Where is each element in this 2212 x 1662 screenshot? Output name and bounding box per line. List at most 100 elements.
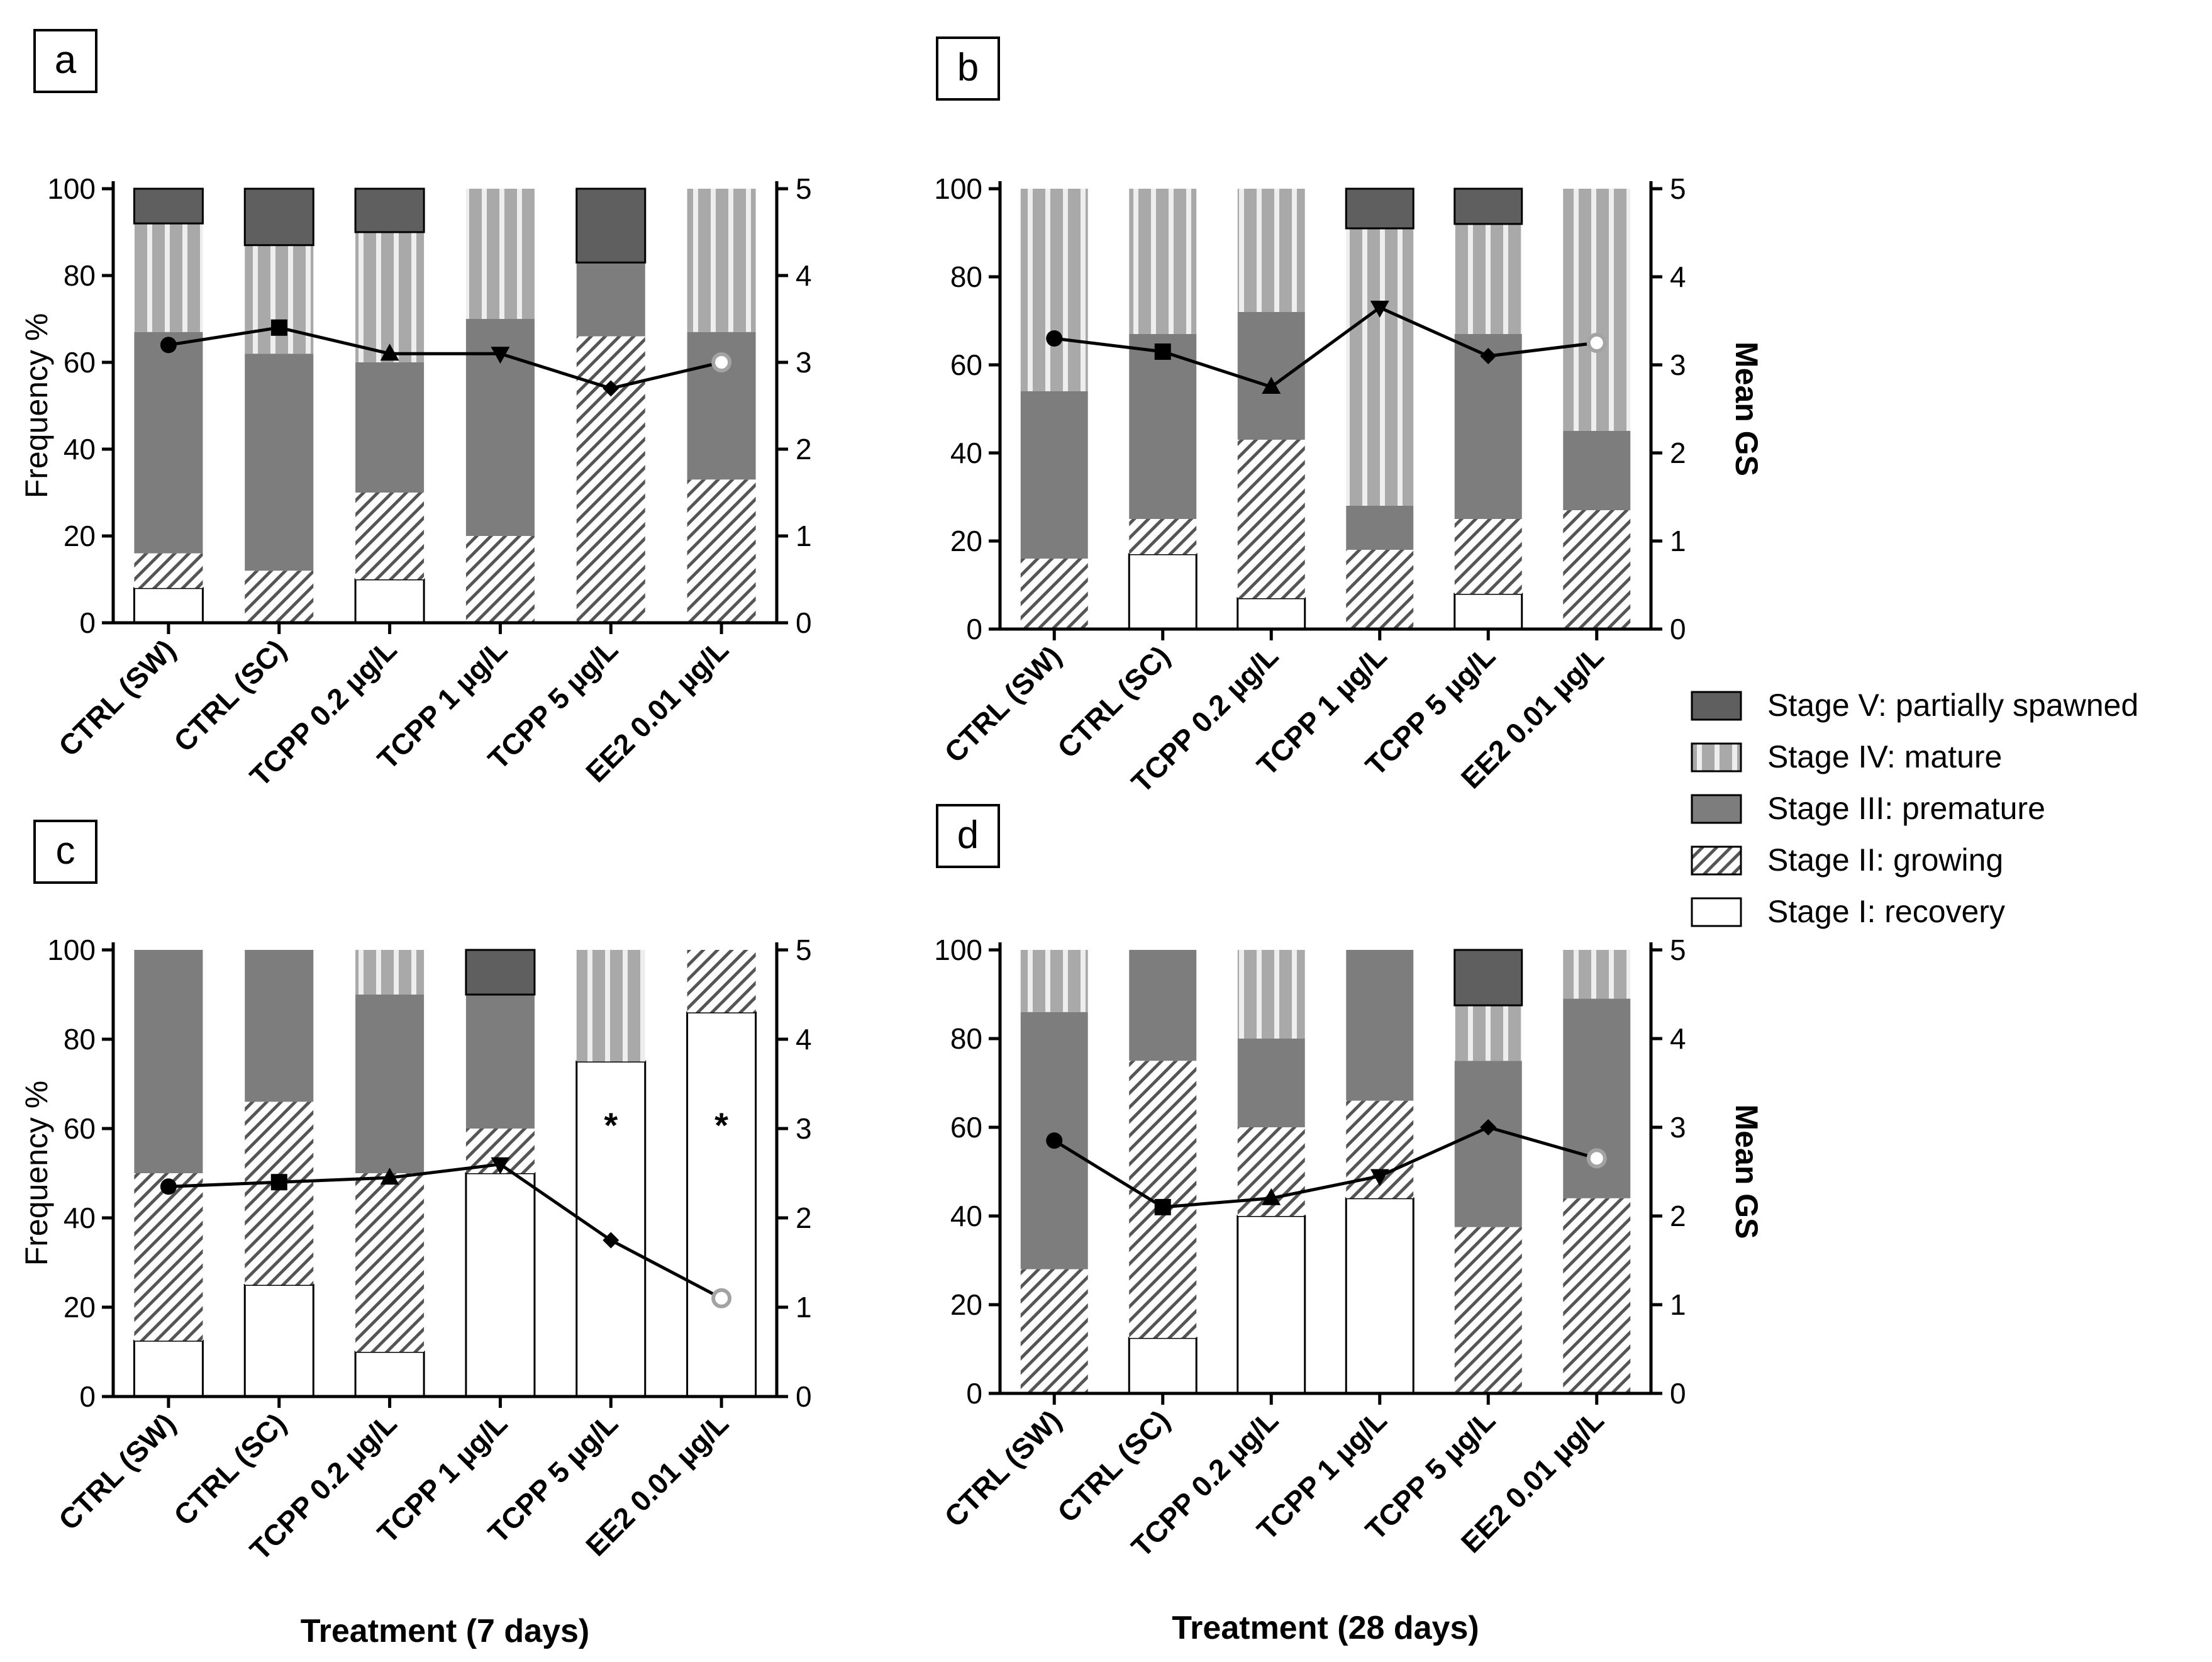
mean-gs-line bbox=[168, 1163, 723, 1300]
y2-tick-label: 5 bbox=[796, 172, 812, 205]
bar-segment-stage-ii bbox=[245, 1101, 314, 1285]
mean-gs-marker bbox=[380, 1168, 399, 1185]
y-tick-label: 80 bbox=[950, 260, 982, 293]
bar-segment-stage-ii bbox=[1454, 519, 1522, 594]
bar-segment-stage-iii bbox=[1346, 950, 1414, 1101]
bar-segment-stage-iii bbox=[1237, 1039, 1305, 1127]
bar-segment-stage-i bbox=[1237, 597, 1306, 630]
y2-tick-label: 4 bbox=[796, 1023, 812, 1056]
mean-gs-marker bbox=[603, 380, 620, 397]
legend-swatch-stage-v bbox=[1691, 691, 1742, 721]
bar-segment-stage-ii bbox=[355, 1173, 425, 1352]
bar-segment-stage-iv bbox=[1563, 189, 1631, 431]
y2-tick-label: 0 bbox=[796, 606, 812, 639]
significance-star: * bbox=[604, 1105, 618, 1145]
bar-segment-stage-iii bbox=[1020, 391, 1088, 559]
bar-segment-stage-i bbox=[133, 587, 204, 624]
y2-tick-label: 0 bbox=[1670, 613, 1686, 645]
bar-segment-stage-i bbox=[1453, 593, 1523, 630]
legend-label: Stage IV: mature bbox=[1767, 739, 2002, 774]
x-tick-label: CTRL (SW) bbox=[52, 633, 182, 762]
y2-tick-label: 0 bbox=[796, 1380, 812, 1413]
bar-segment-stage-i bbox=[1128, 1337, 1198, 1395]
y2-tick-label: 2 bbox=[1670, 1200, 1686, 1232]
bar-segment-stage-iii bbox=[465, 995, 535, 1129]
bar-segment-stage-iv bbox=[1020, 189, 1088, 391]
mean-gs-marker bbox=[1262, 377, 1281, 394]
significance-star: * bbox=[714, 1105, 728, 1145]
bar-segment-stage-ii bbox=[687, 950, 756, 1013]
panel-letter: d bbox=[957, 813, 979, 857]
y-tick-label: 40 bbox=[950, 1200, 982, 1232]
bar-segment-stage-v bbox=[1346, 189, 1414, 228]
y2-tick-label: 4 bbox=[1670, 1022, 1686, 1055]
y2-tick-label: 4 bbox=[1670, 260, 1686, 293]
bar-segment-stage-ii bbox=[355, 493, 425, 579]
bar-segment-stage-iii bbox=[355, 995, 425, 1173]
y-tick-label: 100 bbox=[934, 934, 982, 966]
bar-segment-stage-v bbox=[134, 189, 203, 224]
bar-segment-stage-v bbox=[355, 189, 425, 232]
bar-segment-stage-iii bbox=[1346, 506, 1414, 550]
panel-letter: a bbox=[55, 38, 77, 82]
bar-segment-stage-ii bbox=[1020, 559, 1088, 629]
mean-gs-marker bbox=[1586, 1148, 1607, 1169]
y2-tick-label: 2 bbox=[1670, 437, 1686, 469]
bar-segment-stage-ii bbox=[1020, 1269, 1088, 1393]
y2-tick-label: 1 bbox=[1670, 525, 1686, 557]
bar-segment-stage-ii bbox=[1454, 1227, 1522, 1393]
panel-letter: c bbox=[56, 829, 75, 873]
panel-letter-box bbox=[33, 820, 97, 884]
y2-tick-label: 1 bbox=[796, 1291, 812, 1324]
bar-segment-stage-iii bbox=[245, 354, 314, 571]
legend: Stage V: partially spawned Stage IV: matu… bbox=[1691, 688, 2138, 929]
mean-gs-marker bbox=[160, 337, 177, 354]
panel-letter-box bbox=[33, 29, 97, 93]
mean-gs-marker bbox=[1586, 333, 1607, 353]
mean-gs-marker bbox=[711, 352, 732, 372]
bar-segment-stage-ii bbox=[134, 553, 203, 588]
panel-letter-box bbox=[936, 36, 1000, 101]
legend-label: Stage V: partially spawned bbox=[1767, 688, 2138, 723]
bar-segment-stage-iv bbox=[1237, 189, 1305, 312]
bar-segment-stage-i bbox=[1128, 553, 1198, 630]
bar-segment-stage-i bbox=[1345, 1197, 1414, 1395]
bar-segment-stage-ii bbox=[1237, 440, 1305, 598]
legend-label: Stage II: growing bbox=[1767, 842, 2003, 878]
bar-segment-stage-i bbox=[686, 1011, 757, 1398]
mean-gs-marker bbox=[603, 1232, 620, 1249]
mean-gs-marker bbox=[491, 347, 510, 364]
y-tick-label: 20 bbox=[64, 1291, 96, 1324]
legend-swatch-stage-iii bbox=[1691, 794, 1742, 824]
x-tick-label: CTRL (SW) bbox=[938, 1403, 1067, 1533]
legend-label: Stage I: recovery bbox=[1767, 894, 2005, 929]
y-tick-label: 0 bbox=[966, 1377, 982, 1410]
y2-axis-label: Mean GS bbox=[1729, 342, 1764, 476]
bar-segment-stage-ii bbox=[1129, 519, 1197, 554]
mean-gs-marker bbox=[1262, 1188, 1281, 1205]
y-tick-label: 100 bbox=[47, 934, 96, 966]
bar-segment-stage-iii bbox=[1454, 334, 1522, 519]
x-tick-label: CTRL (SW) bbox=[938, 639, 1067, 769]
bar-segment-stage-v bbox=[245, 189, 314, 245]
bar-segment-stage-i bbox=[354, 1351, 425, 1398]
x-axis-label: Treatment (28 days) bbox=[1172, 1610, 1479, 1646]
mean-gs-marker bbox=[1154, 1198, 1171, 1215]
y2-tick-label: 3 bbox=[1670, 1111, 1686, 1144]
y-tick-label: 40 bbox=[64, 1202, 96, 1234]
y-tick-label: 20 bbox=[64, 520, 96, 552]
bar-segment-stage-iii bbox=[134, 332, 203, 554]
y2-tick-label: 4 bbox=[796, 259, 812, 292]
legend-swatch-stage-ii bbox=[1691, 845, 1742, 876]
bar-outline-stage-v bbox=[354, 187, 425, 233]
bar-segment-stage-iv bbox=[1454, 224, 1522, 334]
bar-segment-stage-iii bbox=[576, 262, 645, 337]
y2-tick-label: 3 bbox=[796, 346, 812, 379]
y2-tick-label: 1 bbox=[1670, 1288, 1686, 1321]
bar-segment-stage-i bbox=[133, 1339, 204, 1398]
y-tick-label: 40 bbox=[64, 433, 96, 466]
mean-gs-line bbox=[1053, 306, 1598, 389]
mean-gs-marker bbox=[1480, 1119, 1497, 1135]
